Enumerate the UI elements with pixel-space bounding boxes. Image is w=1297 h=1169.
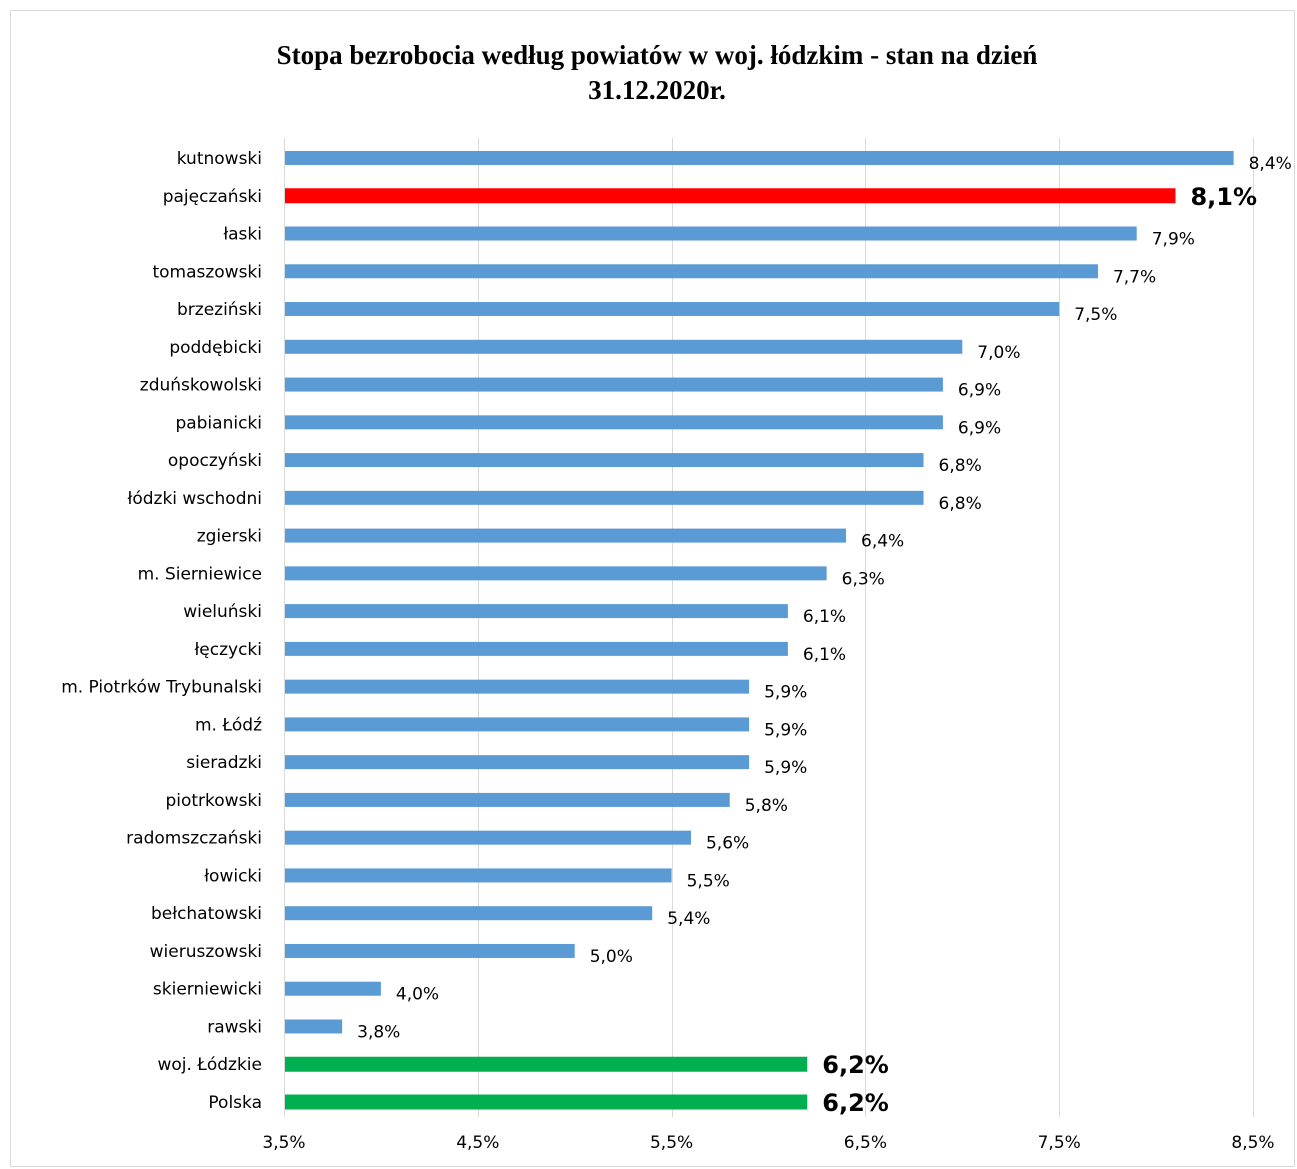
category-label: opoczyński [168, 451, 262, 471]
category-label: woj. Łódzkie [157, 1055, 262, 1075]
data-label: 6,2% [822, 1089, 889, 1117]
bar [285, 151, 1234, 165]
bar [285, 981, 381, 996]
x-tick-label: 3,5% [262, 1133, 305, 1153]
bar [285, 641, 788, 656]
bar [285, 906, 653, 921]
category-label: zduńskowolski [140, 376, 262, 396]
data-label: 7,9% [1152, 230, 1195, 250]
category-label: piotrkowski [165, 791, 262, 811]
bar [285, 415, 943, 430]
category-label: pajęczański [163, 187, 262, 207]
bar [285, 528, 847, 543]
bar [285, 830, 691, 845]
bar [285, 453, 924, 468]
bar [285, 566, 827, 581]
data-label: 6,8% [939, 494, 982, 514]
category-label: sieradzki [186, 753, 262, 773]
data-label: 3,8% [357, 1022, 400, 1042]
bar [285, 792, 730, 807]
x-tick-label: 7,5% [1038, 1133, 1081, 1153]
bar [285, 755, 750, 770]
x-tick-label: 8,5% [1231, 1133, 1274, 1153]
category-label: wieruszowski [150, 942, 262, 962]
data-label: 6,8% [939, 456, 982, 476]
category-label: Polska [208, 1093, 262, 1113]
x-tick-label: 6,5% [844, 1133, 887, 1153]
bar [285, 679, 750, 694]
category-label: pabianicki [175, 413, 262, 433]
category-label: rawski [207, 1017, 262, 1037]
bar [285, 604, 788, 619]
data-label: 5,9% [764, 683, 807, 703]
data-label: 5,4% [667, 909, 710, 929]
labels: 3,5% 4,5% 5,5% 6,5% 7,5% 8,5% kutnowski 8,4% paj… [61, 149, 1292, 1153]
bar [285, 943, 575, 958]
data-label: 8,4% [1249, 154, 1292, 174]
data-label: 5,8% [745, 796, 788, 816]
category-label: radomszczański [126, 829, 262, 849]
chart-title-line-1: Stopa bezrobocia według powiatów w woj. … [276, 40, 1038, 70]
category-label: bełchatowski [151, 904, 262, 924]
data-label: 6,2% [822, 1051, 889, 1079]
category-label: kutnowski [177, 149, 262, 169]
bar [285, 490, 924, 505]
category-label: tomaszowski [152, 262, 262, 282]
bar [285, 226, 1137, 241]
bar [285, 264, 1098, 279]
data-label: 7,0% [977, 343, 1020, 363]
bar [285, 302, 1060, 317]
data-label: 6,1% [803, 645, 846, 665]
x-tick-label: 4,5% [456, 1133, 499, 1153]
category-label: łowicki [204, 866, 262, 886]
category-label: m. Sierniewice [138, 564, 262, 584]
category-label: poddębicki [169, 338, 262, 358]
category-label: m. Piotrków Trybunalski [61, 678, 262, 698]
chart-title: Stopa bezrobocia według powiatów w woj. … [0, 38, 1297, 108]
data-label: 8,1% [1190, 183, 1257, 211]
category-label: wieluński [183, 602, 262, 622]
bar [285, 717, 750, 732]
bar [285, 1056, 808, 1072]
data-label: 6,3% [842, 569, 885, 589]
category-label: łęczycki [194, 640, 262, 660]
bar [285, 868, 672, 883]
category-label: zgierski [197, 527, 262, 547]
data-label: 6,1% [803, 607, 846, 627]
data-label: 5,9% [764, 758, 807, 778]
x-tick-label: 5,5% [650, 1133, 693, 1153]
data-label: 7,7% [1113, 267, 1156, 287]
data-label: 6,4% [861, 532, 904, 552]
bar [285, 1094, 808, 1110]
bar [285, 1019, 343, 1034]
data-label: 5,6% [706, 834, 749, 854]
data-label: 5,5% [687, 871, 730, 891]
bar [285, 377, 943, 392]
gridlines [284, 138, 1254, 1117]
bar [285, 188, 1176, 204]
bars [285, 151, 1234, 1110]
data-label: 6,9% [958, 418, 1001, 438]
data-label: 6,9% [958, 381, 1001, 401]
category-label: skierniewicki [153, 980, 262, 1000]
data-label: 5,9% [764, 720, 807, 740]
category-label: m. Łódź [195, 715, 262, 735]
data-label: 7,5% [1074, 305, 1117, 325]
data-label: 4,0% [396, 985, 439, 1005]
category-label: brzeziński [177, 300, 262, 320]
category-label: łaski [223, 225, 262, 245]
data-label: 5,0% [590, 947, 633, 967]
bar [285, 339, 963, 354]
chart-title-line-2: 31.12.2020r. [588, 75, 726, 105]
category-label: łódzki wschodni [128, 489, 263, 509]
